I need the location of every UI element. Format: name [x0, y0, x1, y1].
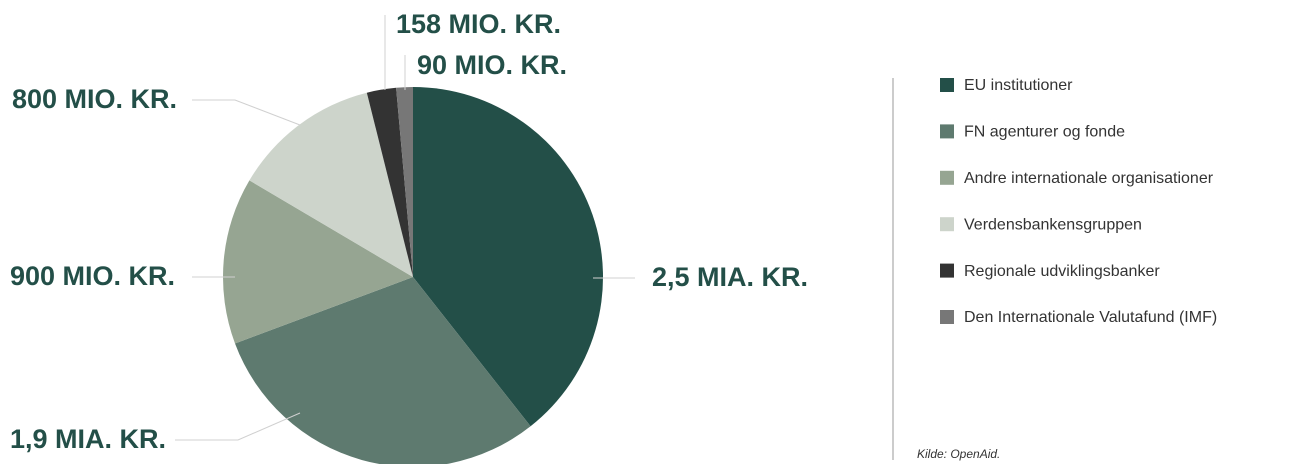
legend-swatch	[940, 217, 954, 232]
legend-swatch	[940, 78, 954, 92]
source: Kilde: OpenAid.	[917, 447, 1000, 461]
legend-swatch	[940, 170, 954, 185]
legend-label: EU institutioner	[964, 77, 1073, 94]
value-label: 900 MIO. KR.	[10, 261, 175, 291]
legend-swatch	[940, 310, 954, 324]
legend-label: Verdensbankensgruppen	[964, 216, 1142, 233]
value-label: 800 MIO. KR.	[12, 84, 177, 114]
pie-slice	[413, 87, 604, 427]
legend-swatch	[940, 263, 954, 278]
pie-slice	[396, 87, 413, 277]
pie-slice	[235, 277, 531, 464]
legend-label: Den Internationale Valutafund (IMF)	[964, 309, 1217, 326]
legend-label: FN agenturer og fonde	[964, 124, 1125, 141]
value-label: 1,9 MIA. KR.	[10, 424, 166, 454]
value-label: 90 MIO. KR.	[417, 50, 567, 80]
legend-swatch	[940, 124, 954, 139]
value-label: 158 MIO. KR.	[396, 9, 561, 39]
value-label: 2,5 MIA. KR.	[652, 262, 808, 292]
legend-label: Regionale udviklingsbanker	[964, 263, 1160, 280]
leader-line	[192, 99, 301, 126]
legend-label: Andre internationale organisationer	[964, 170, 1214, 187]
leader-line	[175, 412, 301, 441]
pie-slice	[366, 87, 413, 278]
pie-slice	[249, 92, 413, 277]
pie-slice	[223, 180, 413, 344]
